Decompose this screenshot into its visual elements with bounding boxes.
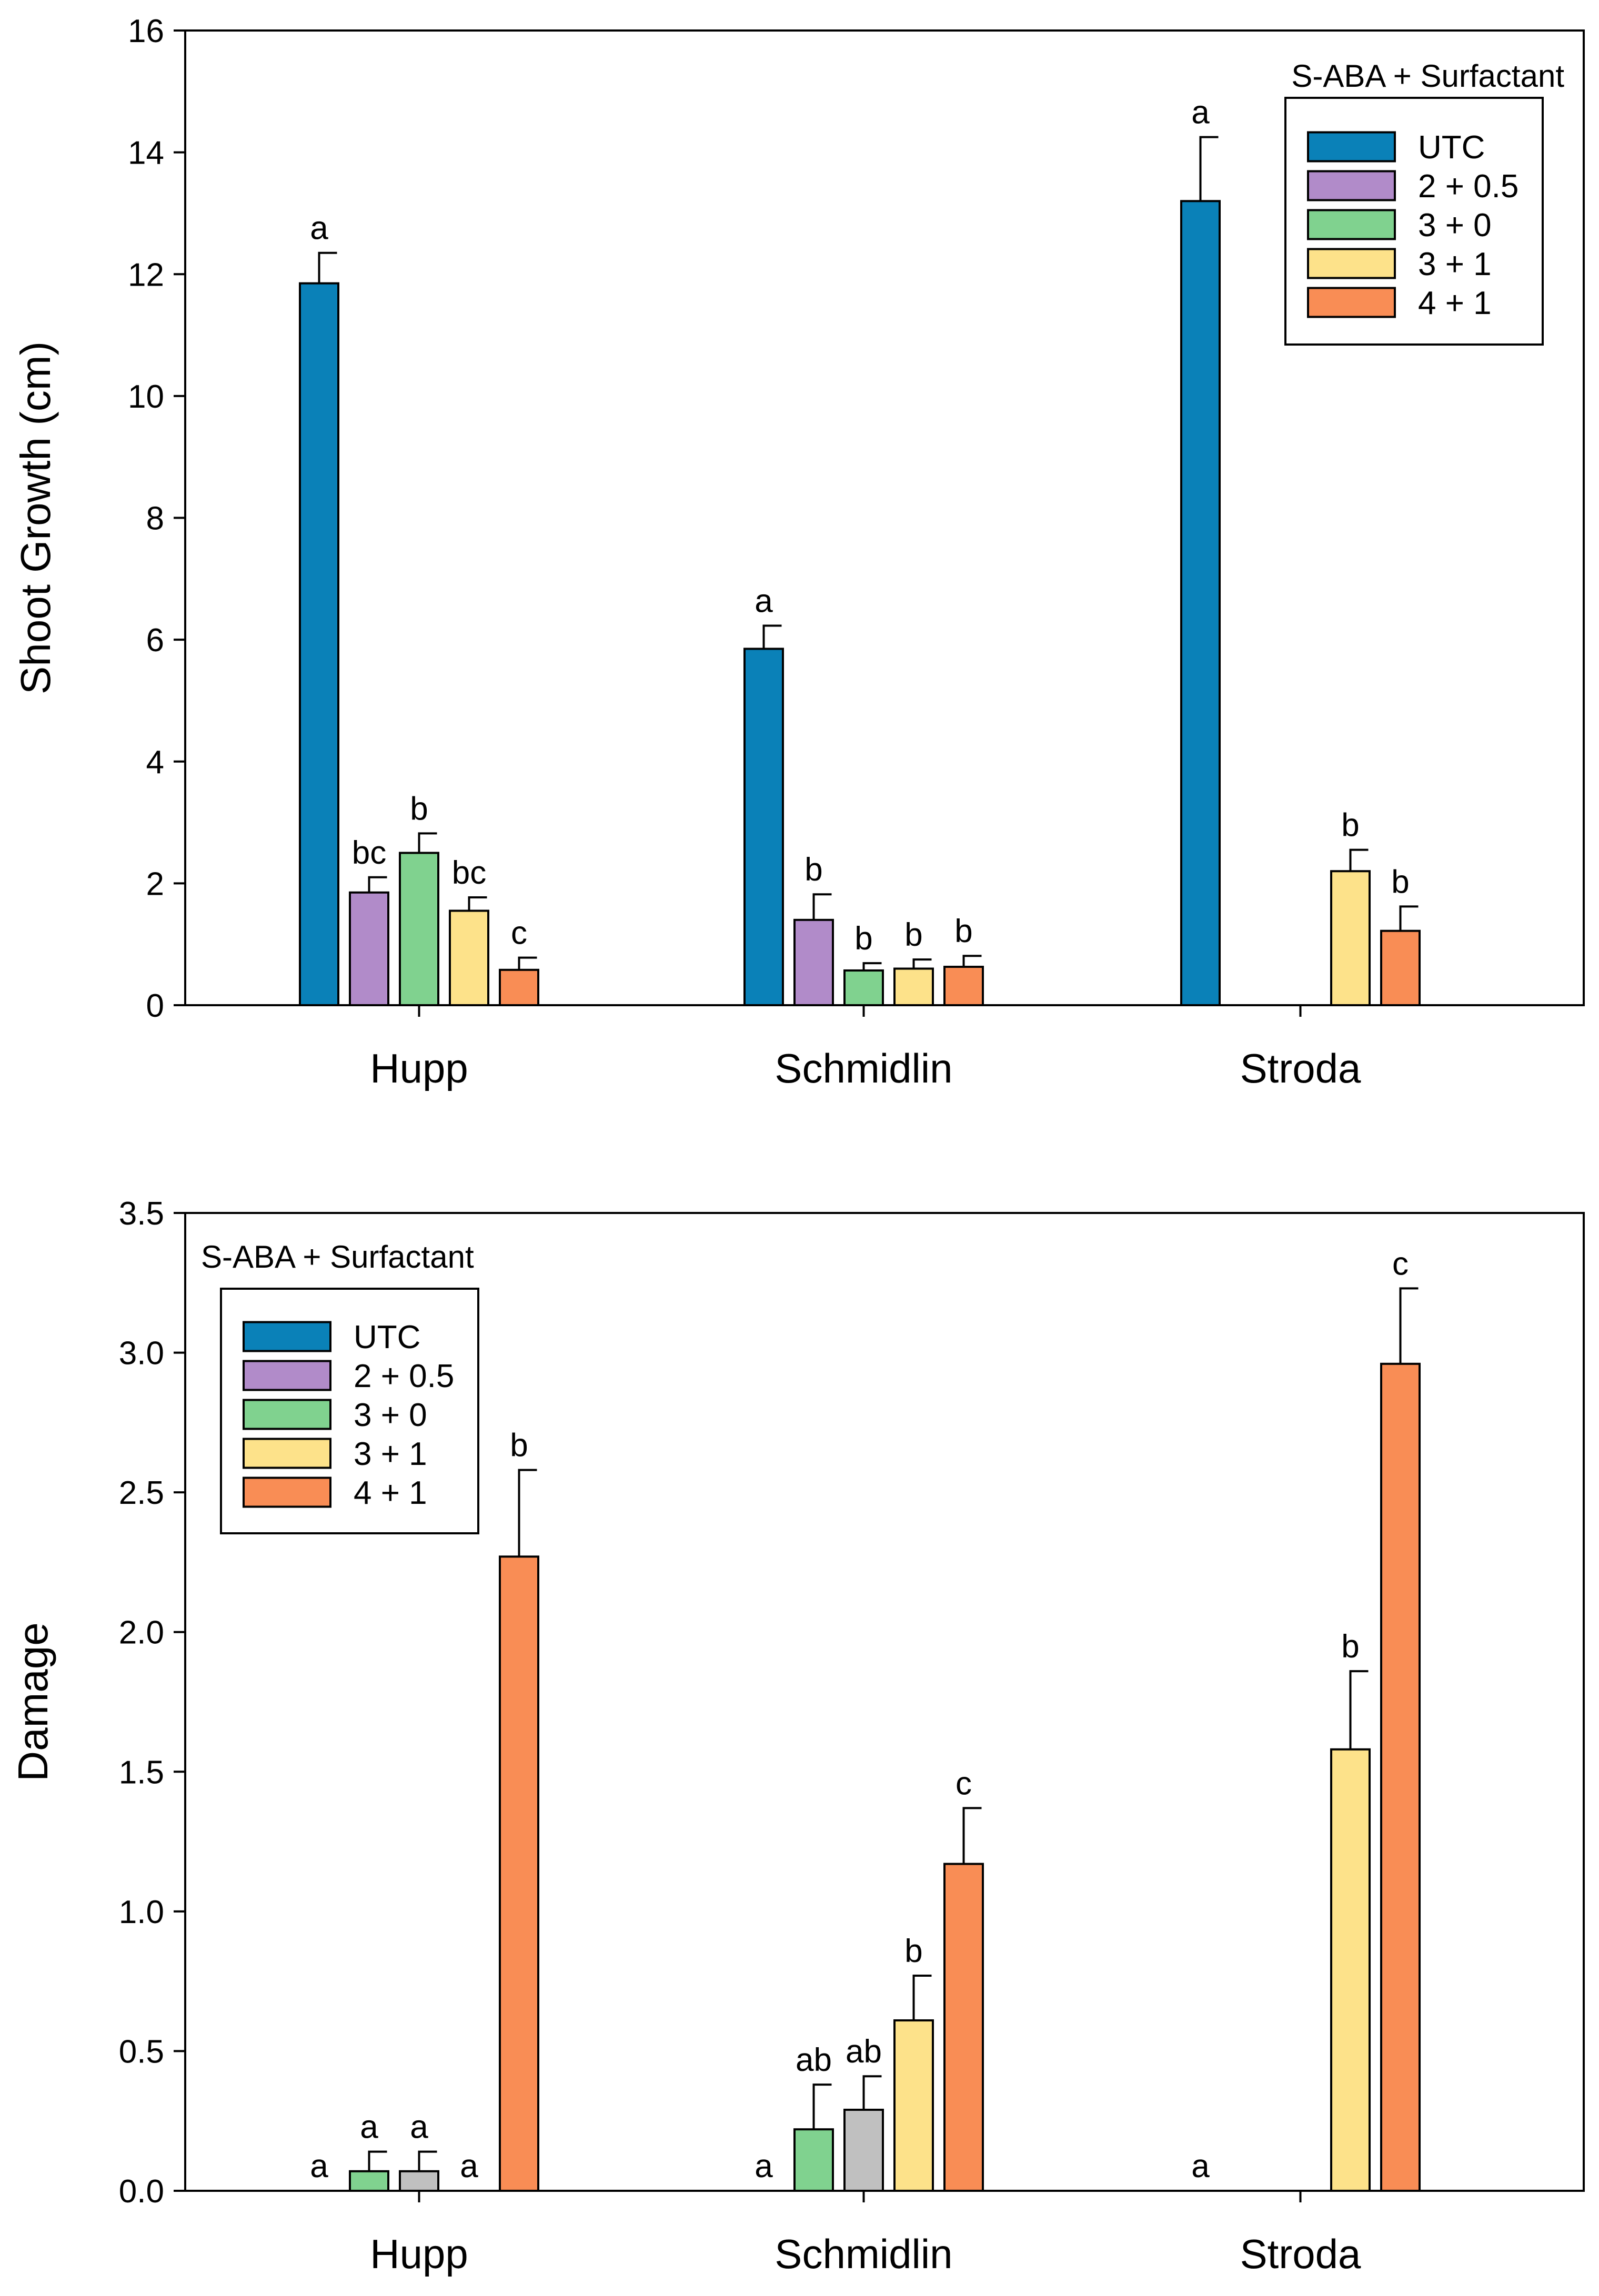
legend-swatch: [1307, 170, 1396, 201]
shoot-growth-panel: 0 2 4 6 8 10 12 14 16 Hupp Schmidlin Stroda Shoot Gr…: [12, 13, 1585, 1091]
x-category-label: Stroda: [1240, 2231, 1361, 2277]
bar: [893, 967, 934, 1006]
y-tick-label: 10: [128, 379, 164, 415]
significance-label: b: [510, 1428, 528, 1464]
significance-label: a: [1191, 95, 1210, 131]
significance-label: a: [310, 2148, 328, 2184]
legend-label: 3 + 1: [1418, 246, 1492, 282]
y-tick-label: 2.5: [119, 1475, 164, 1511]
y-tick-label: 3.5: [119, 1196, 164, 1232]
legend-swatch: [243, 1360, 331, 1391]
y-axis-title: Damage: [9, 1622, 56, 1781]
x-category-label: Stroda: [1240, 1045, 1361, 1091]
legend-label: 4 + 1: [1418, 285, 1492, 321]
bar: [499, 968, 539, 1006]
bar: [349, 891, 389, 1006]
bar: [793, 918, 834, 1007]
y-tick-label: 12: [128, 257, 164, 293]
y-tick-label: 2.0: [119, 1615, 164, 1651]
legend-label: UTC: [1418, 129, 1485, 166]
bar: [449, 909, 489, 1006]
bar: [943, 1863, 984, 2192]
significance-label: b: [904, 1933, 922, 1969]
significance-label: a: [310, 210, 328, 247]
y-tick-label: 6: [146, 622, 164, 659]
bar: [349, 2170, 389, 2192]
bar: [499, 1555, 539, 2192]
y-tick-label: 0.5: [119, 2034, 164, 2070]
bar: [1380, 929, 1421, 1006]
bar: [943, 966, 984, 1006]
y-tick-label: 3.0: [119, 1336, 164, 1372]
legend-label: 3 + 1: [354, 1436, 427, 1472]
legend-swatch: [1307, 248, 1396, 279]
significance-label: bc: [452, 855, 486, 891]
significance-label: a: [1191, 2148, 1210, 2184]
legend-label: 2 + 0.5: [354, 1358, 454, 1394]
significance-label: a: [410, 2109, 428, 2146]
significance-label: b: [954, 913, 972, 949]
y-tick-label: 0.0: [119, 2173, 164, 2210]
significance-label: b: [904, 917, 922, 953]
y-tick-label: 2: [146, 866, 164, 902]
legend-label: 3 + 0: [1418, 207, 1492, 244]
legend-swatch: [243, 1399, 331, 1430]
y-tick-label: 0: [146, 988, 164, 1024]
legend-swatch: [1307, 209, 1396, 240]
legend-label: 4 + 1: [354, 1475, 427, 1511]
legend-swatch: [243, 1476, 331, 1508]
legend-label: 3 + 0: [354, 1397, 427, 1433]
bar: [843, 2108, 884, 2192]
plot-frame: [184, 1212, 1585, 2192]
legend-swatch: [1307, 287, 1396, 318]
significance-label: a: [755, 2148, 773, 2184]
legend-label: 2 + 0.5: [1418, 168, 1518, 205]
y-axis-title: Shoot Growth (cm): [12, 341, 59, 694]
significance-label: ab: [846, 2034, 882, 2070]
bar: [299, 282, 339, 1007]
bar: [399, 852, 439, 1006]
y-tick-label: 8: [146, 501, 164, 537]
significance-label: b: [1391, 864, 1409, 900]
significance-label: b: [410, 791, 428, 827]
legend-title: S-ABA + Surfactant: [201, 1239, 474, 1275]
significance-label: a: [755, 583, 773, 619]
y-tick-label: 1.5: [119, 1754, 164, 1791]
bar: [843, 969, 884, 1006]
significance-label: c: [1392, 1246, 1409, 1282]
x-category-label: Hupp: [370, 2231, 468, 2277]
bar: [743, 648, 784, 1006]
x-category-label: Schmidlin: [775, 1045, 952, 1091]
damage-panel: 0.0 0.5 1.0 1.5 2.0 2.5 3.0 3.5 Hupp Schmidlin Str…: [9, 1196, 1585, 2277]
significance-label: b: [1341, 807, 1359, 844]
significance-label: a: [460, 2148, 478, 2184]
significance-label: b: [804, 852, 822, 888]
bar: [1330, 1748, 1371, 2192]
bar: [893, 2019, 934, 2192]
legend-swatch: [243, 1438, 331, 1469]
significance-label: c: [956, 1765, 972, 1802]
significance-label: bc: [352, 835, 386, 871]
bar: [1180, 200, 1221, 1006]
y-tick-label: 16: [128, 13, 164, 49]
significance-label: b: [854, 921, 872, 957]
y-tick-label: 4: [146, 744, 164, 781]
y-tick-label: 1.0: [119, 1894, 164, 1930]
bar: [1380, 1362, 1421, 2192]
x-category-label: Hupp: [370, 1045, 468, 1091]
significance-label: b: [1341, 1629, 1359, 1665]
bar: [1330, 870, 1371, 1007]
legend-title: S-ABA + Surfactant: [1291, 58, 1564, 94]
legend-swatch: [1307, 131, 1396, 163]
significance-label: a: [360, 2109, 378, 2146]
bar: [399, 2170, 439, 2192]
significance-label: ab: [796, 2042, 832, 2078]
y-tick-label: 14: [128, 135, 164, 171]
legend-label: UTC: [354, 1319, 420, 1356]
bar: [793, 2128, 834, 2192]
significance-label: c: [511, 915, 527, 952]
x-category-label: Schmidlin: [775, 2231, 952, 2277]
legend-swatch: [243, 1321, 331, 1352]
